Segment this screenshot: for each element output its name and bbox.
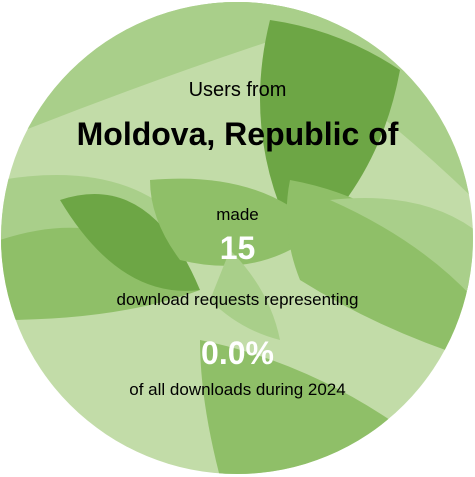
period-label: of all downloads during 2024 <box>129 380 346 399</box>
lens-right-light <box>330 198 473 300</box>
lens-right <box>286 180 473 360</box>
representing-label: download requests representing <box>116 290 359 309</box>
lens-center-small <box>210 250 280 340</box>
download-count: 15 <box>219 230 256 266</box>
users-from-label: Users from <box>188 79 287 101</box>
made-label: made <box>216 205 259 224</box>
lens-left-dark <box>60 194 200 291</box>
lens-center <box>150 178 320 266</box>
country-name: Moldova, Republic of <box>76 116 399 152</box>
lens-bottom <box>200 340 390 474</box>
download-percent: 0.0% <box>201 335 274 371</box>
